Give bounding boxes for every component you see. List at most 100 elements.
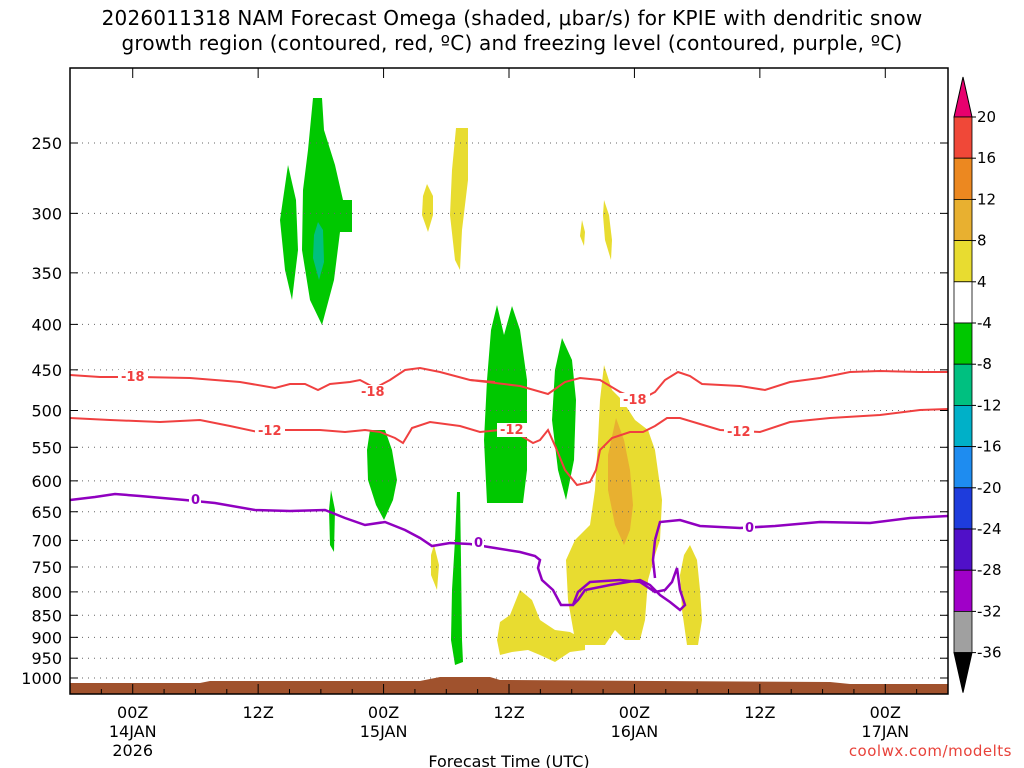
colorbar-label-4: 4 (977, 273, 987, 291)
chart-title-line-1: 2026011318 NAM Forecast Omega (shaded, μ… (101, 6, 923, 30)
omega-region-yellow-b (422, 184, 433, 232)
x-axis-label: Forecast Time (UTC) (428, 752, 589, 768)
colorbar-swatch-13 (953, 611, 973, 654)
colorbar-swatch-3 (953, 198, 973, 241)
freezing-contours (69, 492, 949, 612)
chart-title-line-2: growth region (contoured, red, ºC) and f… (121, 31, 903, 55)
dgz-contours (69, 366, 949, 487)
omega-region-yellow-d (580, 220, 585, 246)
x-tick-sublabel-2: 15JAN (360, 722, 408, 741)
colorbar-label-11: -28 (977, 561, 1002, 579)
label-bg-zero-b (472, 536, 484, 550)
label-bg-m12-c (724, 425, 754, 439)
x-tick-label-5: 12Z (744, 703, 775, 722)
x-tick-label-3: 12Z (493, 703, 524, 722)
y-tick-label-800: 800 (31, 583, 62, 602)
colorbar-swatch-12 (953, 569, 973, 612)
x-tick-label-4: 00Z (619, 703, 650, 722)
colorbar-swatch-2 (953, 157, 973, 200)
label-bg-m18-c (620, 393, 650, 407)
omega-region-yellow-right (680, 545, 702, 645)
y-tick-label-600: 600 (31, 472, 62, 491)
label-bg-m12-a (255, 424, 285, 438)
y-tick-label-900: 900 (31, 628, 62, 647)
colorbar-top-arrow (953, 76, 973, 118)
label-bg-zero-c (743, 521, 755, 535)
omega-region-orange (608, 418, 633, 545)
y-tick-label-400: 400 (31, 315, 62, 334)
colorbar-swatch-5 (953, 281, 973, 324)
colorbar-label-10: -24 (977, 520, 1002, 538)
colorbar-label-6: -8 (977, 355, 992, 373)
omega-region-yellow-a (450, 128, 468, 270)
y-tick-label-350: 350 (31, 264, 62, 283)
omega-shading (280, 98, 702, 665)
omega-region-green-c (484, 305, 527, 503)
omega-region-green-a (280, 165, 298, 300)
omega-region-yellow-small (431, 545, 439, 590)
y-tick-label-450: 450 (31, 361, 62, 380)
contour-minus18-branch (469, 379, 496, 383)
colorbar-swatch-6 (953, 322, 973, 365)
colorbar-swatch-9 (953, 446, 973, 489)
y-tick-label-950: 950 (31, 649, 62, 668)
contour-label-m18-b: -18 (361, 385, 385, 400)
contour-label-m12-b: -12 (500, 423, 524, 438)
contour-minus18 (69, 366, 948, 402)
label-bg-m18-a (118, 370, 148, 384)
y-tick-label-300: 300 (31, 204, 62, 223)
colorbar-label-3: 8 (977, 232, 987, 250)
y-tick-label-700: 700 (31, 531, 62, 550)
omega-region-teal (313, 222, 324, 280)
x-tick-sublabel-4: 16JAN (611, 722, 659, 741)
colorbar-label-12: -32 (977, 602, 1002, 620)
contour-minus12 (69, 408, 949, 487)
y-axis: 250 300 350 400 450 500 550 600 650 700 750 800 850 9… (21, 134, 948, 688)
colorbar-swatch-4 (953, 240, 973, 283)
y-tick-label-550: 550 (31, 438, 62, 457)
x-tick-sublabel-6: 17JAN (861, 722, 909, 741)
y-tick-label-500: 500 (31, 402, 62, 421)
colorbar-swatch-1 (953, 116, 973, 159)
y-tick-label-850: 850 (31, 606, 62, 625)
colorbar-swatch-10 (953, 487, 973, 530)
contour-zero-link (651, 539, 657, 579)
colorbar: 20 16 12 8 4 -4 -8 -12 -16 -20 -24 -28 -32 -36 (953, 76, 1002, 693)
x-tick-year-0: 2026 (112, 741, 153, 760)
x-tick-label-0: 00Z (117, 703, 148, 722)
omega-region-yellow-low (497, 590, 585, 662)
x-tick-label-6: 00Z (870, 703, 901, 722)
omega-region-yellow-c (603, 200, 612, 260)
y-tick-label-650: 650 (31, 503, 62, 522)
contour-label-m18-c: -18 (623, 393, 647, 408)
label-bg-m18-b (358, 385, 388, 399)
colorbar-label-0: 20 (977, 108, 996, 126)
colorbar-label-1: 16 (977, 149, 996, 167)
contour-label-m12-a: -12 (258, 424, 282, 439)
colorbar-label-9: -20 (977, 479, 1002, 497)
colorbar-label-8: -16 (977, 438, 1002, 456)
label-bg-zero-a (189, 493, 201, 507)
colorbar-label-7: -12 (977, 396, 1002, 414)
colorbar-label-2: 12 (977, 190, 996, 208)
y-tick-label-250: 250 (31, 134, 62, 153)
grid-horizontal (70, 142, 948, 679)
label-bg-m12-b (497, 423, 527, 437)
omega-region-green-e (367, 430, 397, 520)
contour-label-zero-a: 0 (191, 493, 200, 508)
colorbar-swatch-11 (953, 528, 973, 571)
omega-region-green-d (552, 338, 576, 500)
contour-label-zero-c: 0 (745, 521, 754, 536)
colorbar-swatch-7 (953, 363, 973, 406)
colorbar-swatch-8 (953, 404, 973, 447)
y-tick-label-1000: 1000 (21, 669, 62, 688)
credit-text: coolwx.com/modelts (848, 742, 1012, 760)
omega-region-green-b (302, 98, 352, 325)
colorbar-bottom-arrow (953, 652, 973, 693)
contour-zero (69, 492, 687, 612)
omega-region-green-thin-a (451, 492, 463, 665)
contour-label-m12-c: -12 (727, 425, 751, 440)
contour-label-zero-b: 0 (474, 536, 483, 551)
